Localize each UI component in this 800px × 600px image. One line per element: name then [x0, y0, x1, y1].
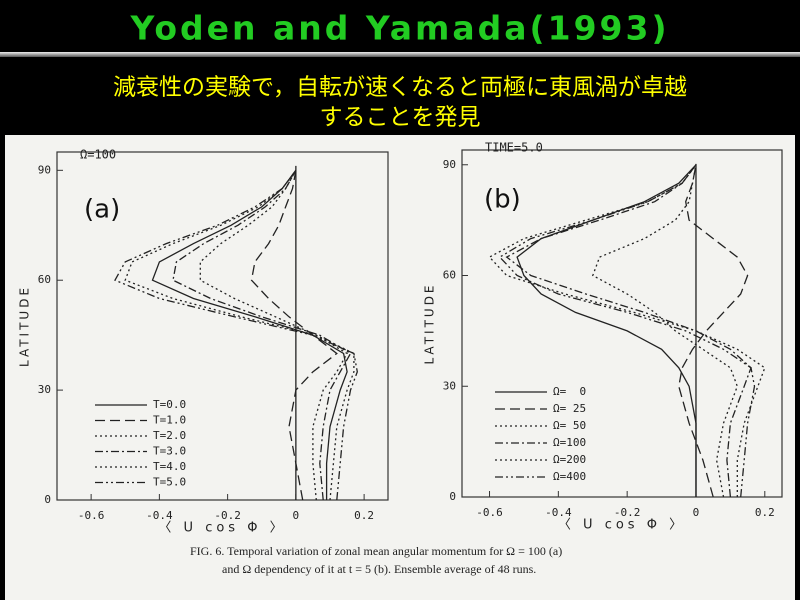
legend-label: T=0.0 [153, 398, 186, 411]
legend-label: T=1.0 [153, 414, 186, 427]
y-tick-label: 60 [443, 269, 456, 282]
title-rule [0, 52, 800, 57]
legend-label: Ω=400 [553, 470, 586, 483]
series-line [172, 169, 352, 501]
x-tick-label: -0.2 [614, 506, 641, 519]
legend-label: T=3.0 [153, 445, 186, 458]
panel-label: (a) [84, 195, 120, 225]
legend-label: Ω= 0 [553, 385, 586, 398]
y-tick-label: 30 [443, 379, 456, 392]
y-tick-label: 90 [38, 163, 51, 176]
series-line [124, 169, 355, 501]
series-line [488, 164, 766, 497]
legend-label: Ω= 25 [553, 402, 586, 415]
x-tick-label: 0.2 [354, 509, 374, 522]
legend-label: T=2.0 [153, 429, 186, 442]
y-tick-label: 90 [443, 158, 456, 171]
y-axis-label: LATITUDE [18, 285, 32, 367]
subtitle-line: することを発見 [320, 105, 481, 131]
panel-header: Ω=100 [80, 148, 116, 162]
y-tick-label: 0 [449, 490, 456, 503]
series-line [250, 170, 338, 501]
plot-frame [461, 149, 783, 498]
x-tick-label: 0 [293, 509, 300, 522]
x-tick-label: -0.4 [146, 509, 173, 522]
x-tick-label: 0.2 [755, 506, 775, 519]
legend-label: T=5.0 [153, 476, 186, 489]
caption-line: and Ω dependency of it at t = 5 (b). Ens… [222, 562, 536, 576]
plot-frame [56, 151, 389, 501]
x-tick-label: -0.2 [214, 509, 241, 522]
caption-line: FIG. 6. Temporal variation of zonal mean… [190, 544, 562, 558]
y-tick-label: 0 [44, 493, 51, 506]
x-tick-label: -0.6 [78, 509, 105, 522]
x-tick-label: -0.4 [545, 506, 572, 519]
series-line [505, 164, 752, 498]
series-line [591, 164, 738, 498]
y-axis-label: LATITUDE [423, 282, 437, 364]
x-tick-label: -0.6 [476, 506, 503, 519]
series-line [151, 169, 348, 500]
figure-scan [5, 135, 795, 600]
panel-header: TIME=5.0 [485, 141, 543, 155]
x-axis-label: 〈 U cos Φ 〉 [158, 521, 286, 536]
legend-label: Ω=100 [553, 436, 586, 449]
subtitle-line: 減衰性の実験で，自転が速くなると両極に東風渦が卓越 [113, 75, 687, 101]
y-tick-label: 60 [38, 273, 51, 286]
legend-label: Ω=200 [553, 453, 586, 466]
legend-label: Ω= 50 [553, 419, 586, 432]
y-tick-label: 30 [38, 383, 51, 396]
panel-label: (b) [484, 185, 521, 215]
x-axis-label: 〈 U cos Φ 〉 [558, 518, 686, 533]
legend-label: T=4.0 [153, 460, 186, 473]
slide-title: Yoden and Yamada(1993) [129, 9, 669, 48]
x-tick-label: 0 [693, 506, 700, 519]
series-line [678, 164, 749, 498]
